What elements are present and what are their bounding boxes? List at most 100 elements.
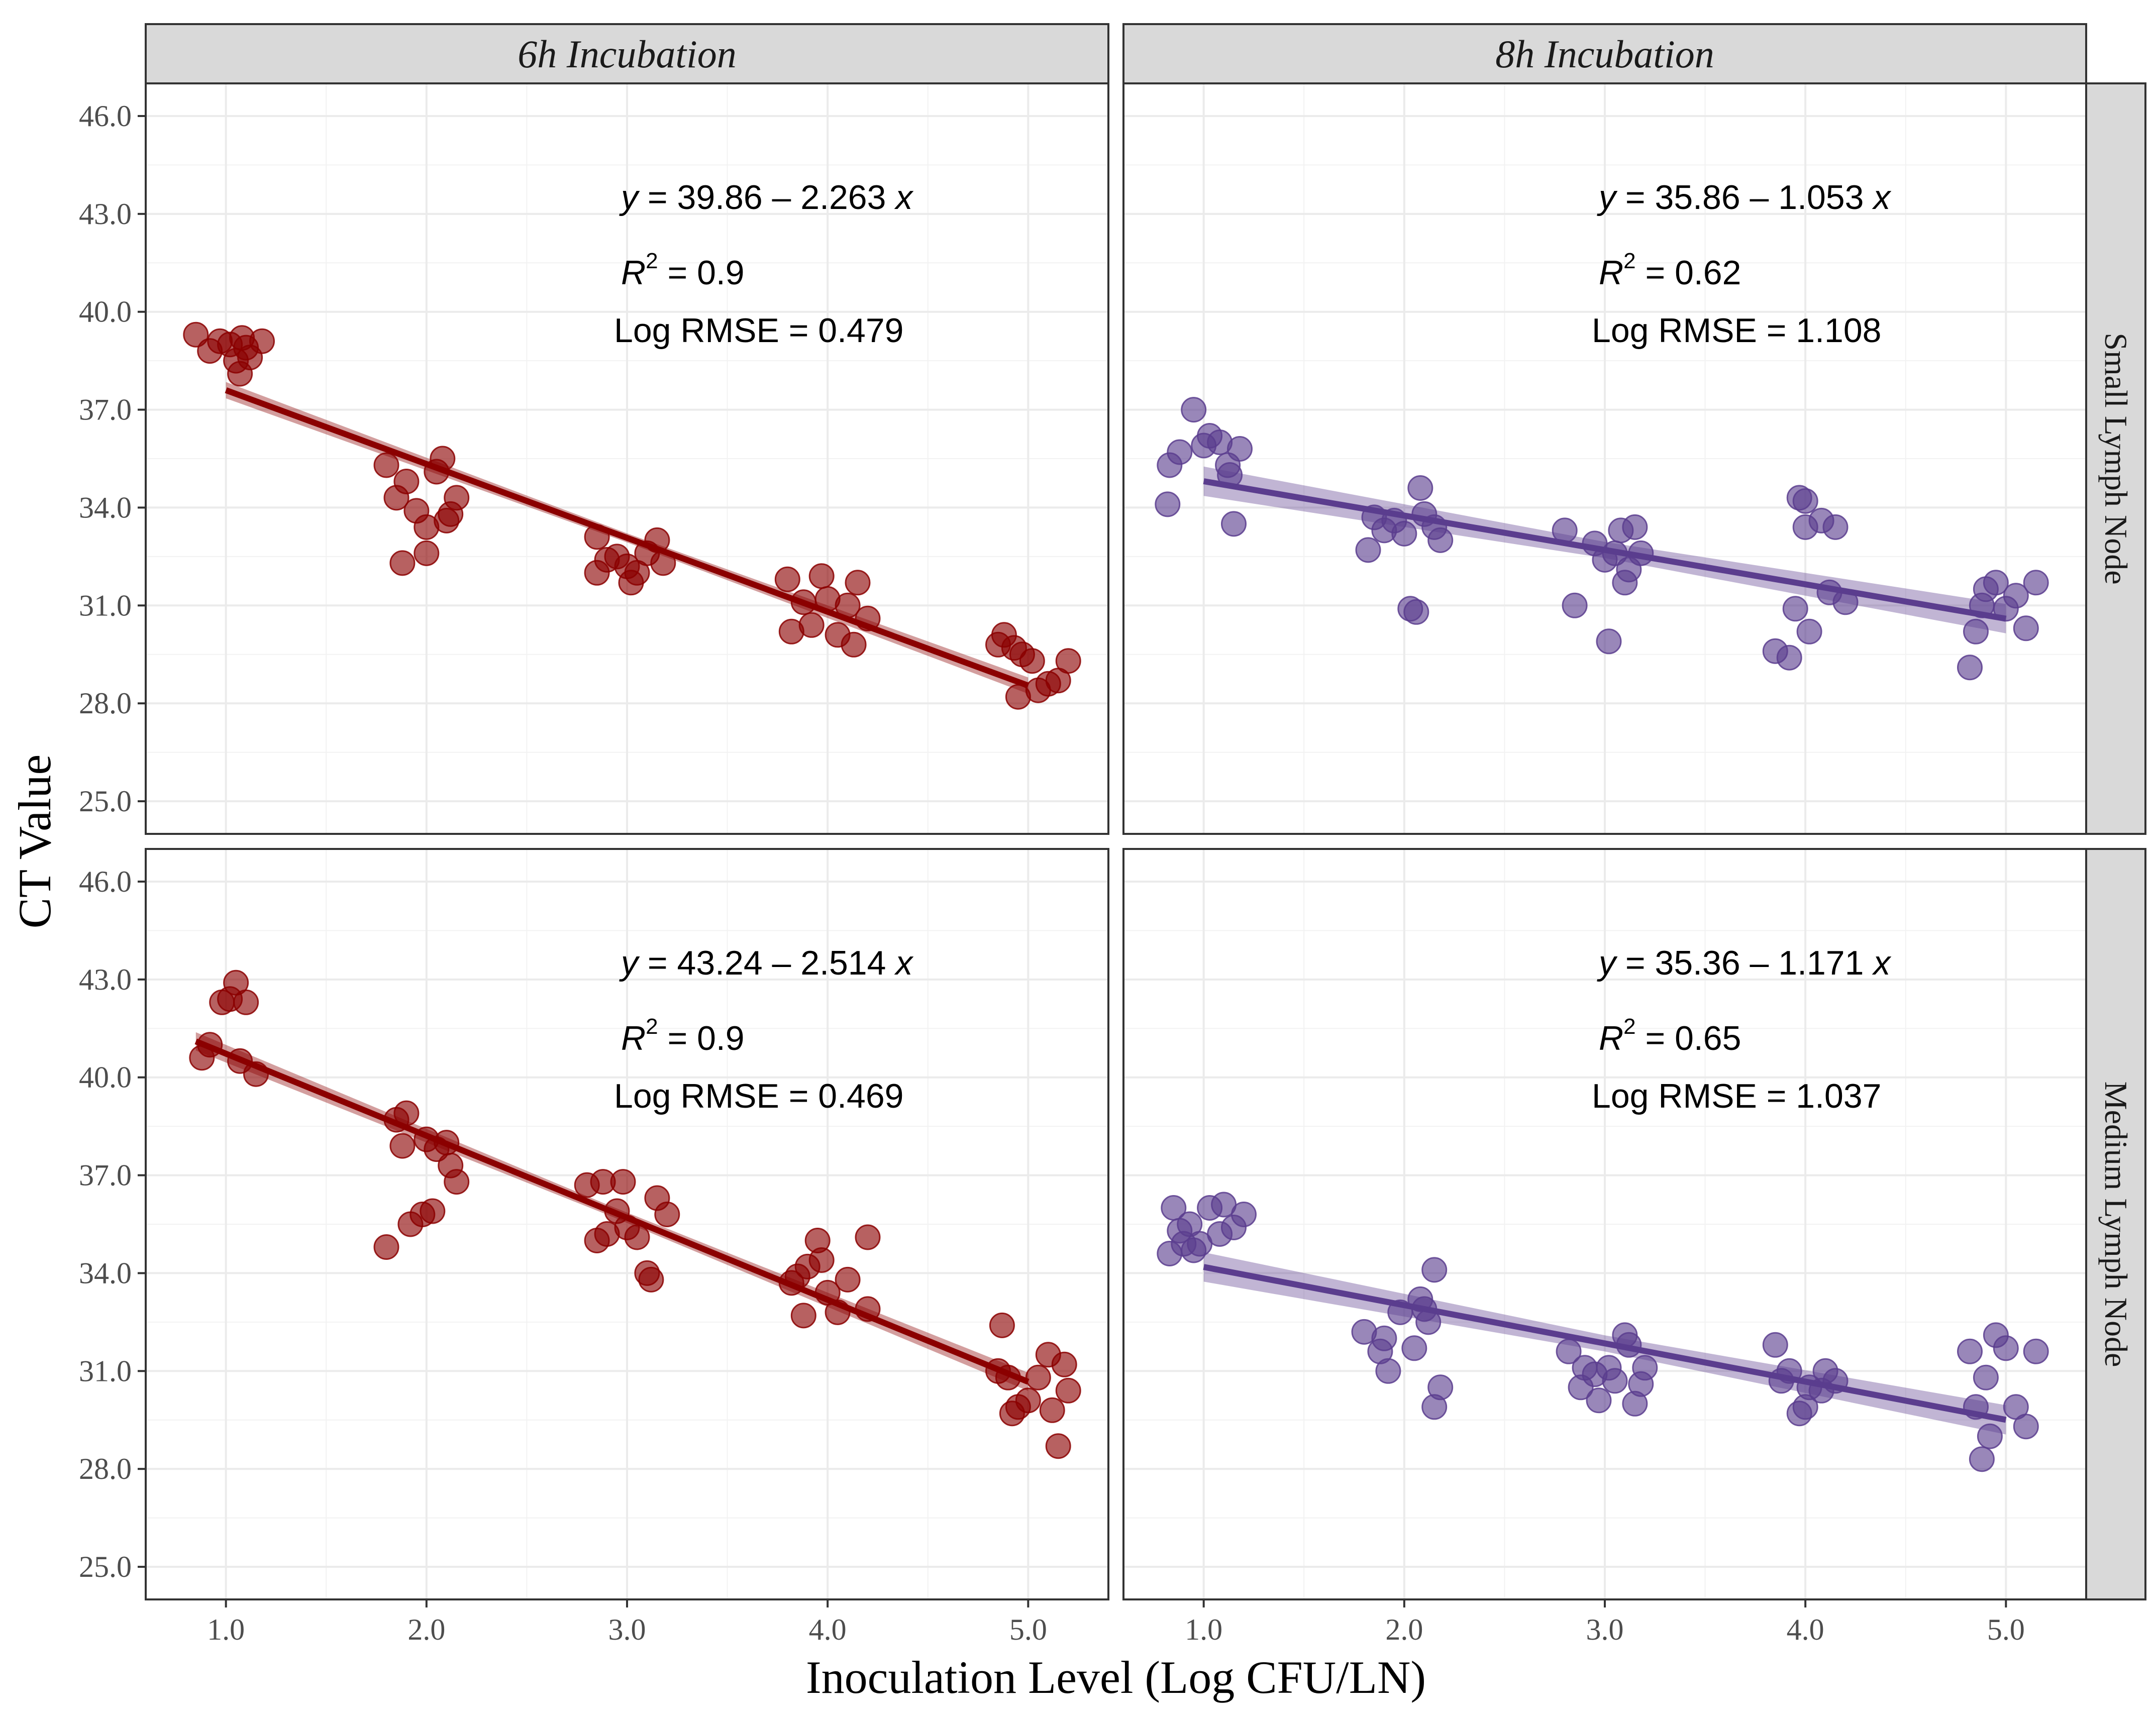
strip-8h-bg xyxy=(1122,23,2087,84)
data-point-small-6h xyxy=(835,592,861,618)
data-point-medium-8h xyxy=(1963,1394,1989,1420)
data-point-small-6h xyxy=(790,589,816,615)
data-point-small-6h xyxy=(798,612,825,638)
x-tick-label: 4.0 xyxy=(809,1613,847,1646)
data-point-small-8h xyxy=(1407,475,1433,501)
y-tick-label: 25.0 xyxy=(79,785,132,818)
strip-medium-bg xyxy=(2085,848,2146,1600)
data-point-small-8h xyxy=(1957,655,1983,681)
data-point-medium-8h xyxy=(1762,1332,1788,1358)
data-point-medium-6h xyxy=(420,1198,446,1224)
x-tick-label: 4.0 xyxy=(1787,1613,1824,1646)
rmse-medium-6h: Log RMSE = 0.469 xyxy=(614,1077,903,1115)
data-point-medium-6h xyxy=(1025,1364,1051,1390)
y-tick-label: 31.0 xyxy=(79,1354,132,1387)
data-point-small-8h xyxy=(1391,520,1417,547)
y-tick-label: 28.0 xyxy=(79,1452,132,1485)
y-tick-label: 31.0 xyxy=(79,589,132,622)
y-tick-label: 25.0 xyxy=(79,1550,132,1583)
x-axis-title: Inoculation Level (Log CFU/LN) xyxy=(806,1652,1426,1703)
data-point-small-8h xyxy=(1155,491,1181,517)
data-point-medium-6h xyxy=(1055,1377,1081,1404)
data-point-medium-8h xyxy=(2023,1338,2049,1364)
equation-small-6h: y = 39.86 – 2.263 x xyxy=(619,178,913,217)
data-point-small-8h xyxy=(1217,462,1243,488)
data-point-small-8h xyxy=(1427,527,1454,553)
data-point-medium-8h xyxy=(1973,1364,1999,1390)
data-point-small-6h xyxy=(389,550,416,576)
data-point-small-8h xyxy=(2023,570,2049,596)
panel-border-small-6h xyxy=(145,82,1109,835)
data-point-medium-8h xyxy=(1616,1332,1642,1358)
data-point-small-8h xyxy=(1782,596,1808,622)
y-tick-label: 40.0 xyxy=(79,295,132,329)
data-point-small-8h xyxy=(1355,537,1381,563)
data-point-medium-6h xyxy=(1051,1351,1077,1377)
y-tick-label: 43.0 xyxy=(79,963,132,996)
data-point-small-8h xyxy=(1167,439,1193,465)
x-tick-label: 1.0 xyxy=(1185,1613,1222,1646)
data-point-medium-8h xyxy=(1993,1335,2019,1361)
data-point-small-8h xyxy=(2013,615,2039,641)
equation-medium-6h: y = 43.24 – 2.514 x xyxy=(619,944,913,982)
data-point-medium-8h xyxy=(1977,1423,2003,1449)
data-point-small-8h xyxy=(1776,644,1802,671)
data-point-small-6h xyxy=(183,321,209,348)
data-point-medium-6h xyxy=(1045,1433,1071,1459)
data-point-medium-6h xyxy=(989,1312,1015,1338)
x-tick-label: 1.0 xyxy=(207,1613,245,1646)
y-tick-label: 34.0 xyxy=(79,1256,132,1290)
data-point-medium-6h xyxy=(808,1247,835,1273)
x-tick-label: 3.0 xyxy=(1586,1613,1624,1646)
data-point-medium-6h xyxy=(233,989,259,1015)
data-point-small-8h xyxy=(1822,514,1849,540)
strip-label-6h: 6h Incubation xyxy=(518,32,736,76)
data-point-medium-6h xyxy=(444,1169,470,1195)
strip-small-bg xyxy=(2085,82,2146,835)
data-point-small-8h xyxy=(1628,540,1654,566)
data-point-small-6h xyxy=(774,566,800,592)
data-point-small-8h xyxy=(2003,583,2029,609)
data-point-medium-8h xyxy=(1822,1368,1849,1394)
data-point-small-8h xyxy=(1403,599,1429,625)
rmse-medium-8h: Log RMSE = 1.037 xyxy=(1592,1077,1881,1115)
regression-line-small-6h xyxy=(225,387,1030,689)
data-point-small-6h xyxy=(1055,648,1081,674)
data-point-small-8h xyxy=(1792,488,1818,514)
data-point-medium-8h xyxy=(2013,1414,2039,1440)
panel-border-small-8h xyxy=(1122,82,2087,835)
strip-label-small: Small Lymph Node xyxy=(2098,333,2134,584)
data-point-medium-8h xyxy=(1602,1368,1628,1394)
data-point-medium-8h xyxy=(1586,1387,1612,1414)
rmse-small-8h: Log RMSE = 1.108 xyxy=(1592,311,1881,350)
y-tick-label: 40.0 xyxy=(79,1061,132,1094)
data-point-small-8h xyxy=(1622,514,1648,540)
data-point-medium-8h xyxy=(1632,1355,1658,1381)
data-point-medium-6h xyxy=(790,1303,816,1329)
strip-label-medium: Medium Lymph Node xyxy=(2098,1082,2134,1367)
x-tick-label: 2.0 xyxy=(1385,1613,1423,1646)
data-point-medium-8h xyxy=(1371,1325,1397,1351)
y-tick-label: 43.0 xyxy=(79,197,132,231)
y-axis-title: CT Value xyxy=(9,755,60,929)
data-point-medium-8h xyxy=(1421,1257,1448,1283)
equation-medium-8h: y = 35.36 – 1.171 x xyxy=(1597,944,1891,982)
data-point-medium-6h xyxy=(654,1202,680,1227)
data-point-medium-6h xyxy=(434,1130,460,1156)
data-point-medium-6h xyxy=(638,1266,664,1293)
y-tick-label: 28.0 xyxy=(79,687,132,720)
data-point-medium-6h xyxy=(197,1032,223,1058)
data-point-medium-6h xyxy=(835,1266,861,1293)
data-point-small-6h xyxy=(855,605,881,631)
data-point-medium-6h xyxy=(855,1224,881,1250)
data-point-small-8h xyxy=(1796,618,1822,644)
y-tick-label: 34.0 xyxy=(79,491,132,524)
x-tick-label: 5.0 xyxy=(1987,1613,2025,1646)
data-point-medium-8h xyxy=(1957,1338,1983,1364)
data-point-small-8h xyxy=(1963,618,1989,644)
data-point-small-8h xyxy=(1221,511,1247,537)
data-point-medium-8h xyxy=(1401,1335,1427,1361)
data-point-medium-8h xyxy=(1969,1446,1995,1472)
data-point-medium-8h xyxy=(1556,1338,1582,1364)
equation-small-8h: y = 35.86 – 1.053 x xyxy=(1597,178,1891,217)
